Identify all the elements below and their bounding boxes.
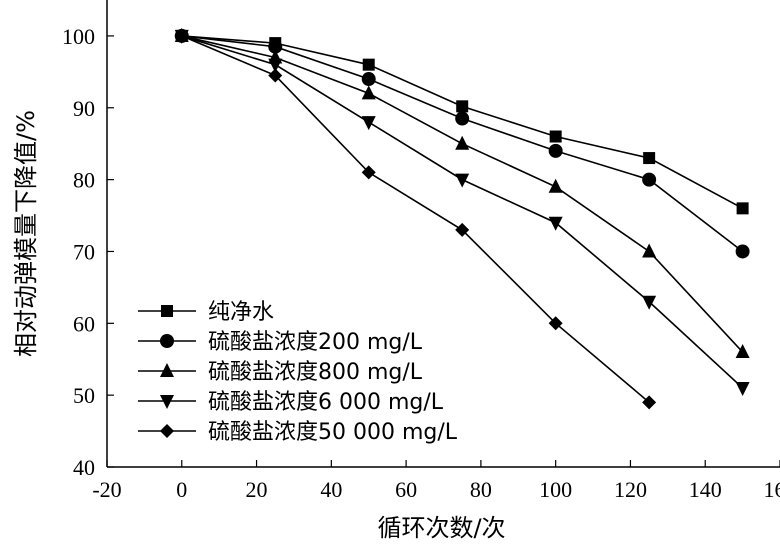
x-tick-label: 100 <box>539 477 572 502</box>
legend-item-5: 硫酸盐浓度50 000 mg/L <box>138 420 458 445</box>
data-point <box>361 72 376 87</box>
data-point <box>455 111 470 126</box>
legend-label: 硫酸盐浓度800 mg/L <box>208 360 423 385</box>
legend-marker <box>160 424 174 438</box>
data-point <box>642 172 657 187</box>
data-point <box>455 173 470 188</box>
data-point <box>548 316 563 331</box>
data-point <box>362 58 375 71</box>
legend-label: 硫酸盐浓度6 000 mg/L <box>208 390 444 415</box>
legend-marker <box>160 395 174 409</box>
data-point <box>455 222 470 237</box>
legend-label: 硫酸盐浓度200 mg/L <box>208 330 423 355</box>
y-axis-title: 相对动弹模量下降值/% <box>12 110 40 357</box>
data-point <box>642 243 657 258</box>
legend-marker <box>161 305 173 317</box>
y-tick-label: 70 <box>73 239 95 264</box>
data-point <box>642 295 657 310</box>
data-point <box>548 178 563 193</box>
data-point <box>736 202 749 215</box>
series-2 <box>174 28 750 259</box>
y-ticks: 40 50 60 70 80 90 100 <box>62 24 114 480</box>
y-tick-label: 90 <box>73 96 95 121</box>
x-tick-label: 60 <box>395 477 417 502</box>
data-point <box>268 68 283 83</box>
data-point <box>361 165 376 180</box>
legend-item-1: 纯净水 <box>138 300 274 325</box>
y-tick-label: 60 <box>73 311 95 336</box>
x-tick-label: 120 <box>614 477 647 502</box>
x-ticks: -20 0 20 40 60 80 100 120 140 160 <box>92 460 780 502</box>
series-5 <box>174 28 657 410</box>
data-point <box>361 116 376 131</box>
axes <box>106 0 780 468</box>
y-tick-label: 50 <box>73 383 95 408</box>
x-axis-title: 循环次数/次 <box>377 514 505 542</box>
data-point <box>548 143 563 158</box>
legend-item-3: 硫酸盐浓度800 mg/L <box>138 360 423 385</box>
series-line <box>181 35 650 403</box>
data-point <box>735 244 750 259</box>
data-point <box>643 152 656 165</box>
series-layer <box>174 27 750 410</box>
x-tick-label: 80 <box>470 477 492 502</box>
legend-item-4: 硫酸盐浓度6 000 mg/L <box>138 390 444 415</box>
x-tick-label: 160 <box>764 477 780 502</box>
data-point <box>268 39 283 54</box>
legend-label: 纯净水 <box>208 300 274 325</box>
legend-label: 硫酸盐浓度50 000 mg/L <box>208 420 458 445</box>
data-point <box>456 100 469 113</box>
x-tick-label: -20 <box>92 477 121 502</box>
x-tick-label: 40 <box>320 477 342 502</box>
y-tick-label: 100 <box>62 24 95 49</box>
data-point <box>735 381 750 396</box>
data-point <box>735 344 750 359</box>
y-tick-label: 40 <box>73 455 95 480</box>
data-point <box>268 58 283 73</box>
y-tick-label: 80 <box>73 168 95 193</box>
legend-marker <box>160 363 174 377</box>
data-point <box>174 28 189 43</box>
x-tick-label: 140 <box>689 477 722 502</box>
legend-marker <box>160 334 174 348</box>
legend-item-2: 硫酸盐浓度200 mg/L <box>138 330 423 355</box>
data-point <box>548 216 563 231</box>
x-tick-label: 20 <box>246 477 268 502</box>
data-point <box>549 130 562 143</box>
data-point <box>455 135 470 150</box>
x-tick-label: 0 <box>176 477 187 502</box>
data-point <box>361 85 376 100</box>
data-point <box>642 395 657 410</box>
